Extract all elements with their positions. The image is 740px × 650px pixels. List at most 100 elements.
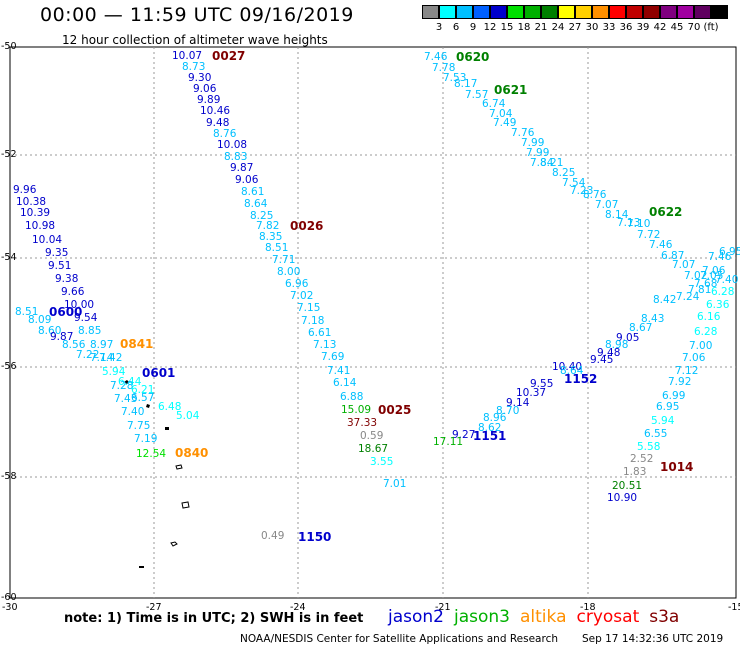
scale-label: 12 (483, 22, 497, 33)
wave-height-value: 9.38 (55, 273, 79, 285)
track-time-label: 0620 (456, 50, 490, 64)
wave-height-value: 7.57 (465, 89, 489, 101)
wave-height-value: 5.94 (102, 366, 126, 378)
scale-swatch (711, 5, 728, 19)
wave-height-value: 7.18 (301, 315, 325, 327)
wave-height-value: 8.51 (265, 242, 289, 254)
track-time-label: 0026 (290, 219, 324, 233)
wave-height-value: 20.51 (612, 480, 643, 492)
wave-height-value: 10.39 (20, 207, 51, 219)
wave-height-value: 9.96 (13, 184, 37, 196)
scale-swatch (609, 5, 626, 19)
wave-height-value: 7.71 (272, 254, 296, 266)
scale-label: 18 (517, 22, 531, 33)
wave-height-value: 7.49 (493, 117, 517, 129)
track-time-label: 0840 (175, 446, 209, 460)
scale-label: 24 (551, 22, 565, 33)
wave-height-value: 10.38 (16, 196, 47, 208)
wave-height-value: 6.95 (719, 246, 740, 258)
wave-height-value: 8.09 (28, 314, 52, 326)
wave-height-value: 9.48 (597, 347, 621, 359)
wave-height-value: 7.92 (668, 376, 692, 388)
wave-height-value: 7.13 (617, 217, 641, 229)
wave-height-value: 7.15 (297, 302, 321, 314)
lon-label: -21 (435, 602, 451, 613)
wave-height-value: 5.04 (176, 410, 200, 422)
scale-swatch (677, 5, 694, 19)
scale-label: 45 (670, 22, 684, 33)
scale-swatch (490, 5, 507, 19)
track-time-label: 0600 (49, 305, 83, 319)
legend-item-altika: altika (520, 607, 567, 627)
wave-height-value: 8.14 (605, 209, 629, 221)
wave-height-value: 9.27 (452, 429, 476, 441)
wave-height-value: 9.89 (197, 94, 221, 106)
wave-height-value: 8.97 (90, 339, 114, 351)
scale-label: 33 (602, 22, 616, 33)
lon-label: -30 (2, 602, 18, 613)
lon-label: -24 (290, 602, 306, 613)
wave-height-value: 12.54 (136, 448, 167, 460)
track-time-label: 0621 (494, 83, 528, 97)
wave-height-value: 3.55 (370, 456, 394, 468)
wave-height-value: 7.28 (110, 380, 134, 392)
wave-height-value: 7.46 (649, 239, 673, 251)
wave-height-value: 10.90 (607, 492, 638, 504)
lon-label: -18 (580, 602, 596, 613)
scale-label: 39 (636, 22, 650, 33)
wave-height-value: 7.69 (321, 351, 345, 363)
wave-height-value: 7.00 (689, 340, 713, 352)
wave-height-value: 6.14 (333, 377, 357, 389)
lat-label: -60 (1, 592, 17, 603)
scale-label: 70 (687, 22, 701, 33)
wave-height-value: 7.40 (715, 274, 739, 286)
wave-height-value: 7.40 (121, 406, 145, 418)
wave-height-value: 8.62 (478, 422, 502, 434)
scale-label: 30 (585, 22, 599, 33)
wave-height-value: 6.87 (661, 250, 685, 262)
wave-height-value: 9.51 (48, 260, 72, 272)
wave-height-value: 8.61 (241, 186, 265, 198)
wave-height-value: 10.07 (172, 50, 203, 62)
wave-height-value: 2.52 (630, 453, 654, 465)
wave-height-value: 8.70 (496, 405, 520, 417)
wave-height-value: 9.87 (50, 331, 74, 343)
wave-height-value: 9.06 (193, 83, 217, 95)
wave-height-value: 8.25 (552, 167, 576, 179)
wave-height-value: 8.67 (629, 322, 653, 334)
wave-height-value: 7.82 (256, 220, 280, 232)
scale-label: (ft) (703, 22, 719, 33)
scale-swatch (643, 5, 660, 19)
wave-height-value: 0.59 (360, 430, 384, 442)
wave-height-value: 7.99 (521, 137, 545, 149)
wave-height-value: 9.54 (74, 312, 98, 324)
wave-height-value: 9.30 (188, 72, 212, 84)
wave-height-value: 8.64 (560, 365, 584, 377)
wave-height-value: 7.53 (443, 72, 467, 84)
wave-height-value: 8.42 (653, 294, 677, 306)
wave-height-value: 10.40 (552, 361, 583, 373)
scale-swatch (456, 5, 473, 19)
legend-item-cryosat: cryosat (576, 607, 640, 627)
wave-height-value: 7.06 (702, 265, 726, 277)
wave-height-value: 5.94 (651, 415, 675, 427)
scale-swatch (541, 5, 558, 19)
scale-swatch (626, 5, 643, 19)
scale-swatch (473, 5, 490, 19)
wave-height-value: 8.83 (224, 151, 248, 163)
wave-height-value: 7.54 (562, 177, 586, 189)
track-time-label: 0025 (378, 403, 412, 417)
wave-height-value: 8.56 (62, 339, 86, 351)
wave-height-value: 15.09 (341, 404, 372, 416)
lat-label: -56 (1, 361, 17, 372)
scale-label: 9 (469, 22, 477, 33)
wave-height-value: 8.76 (213, 128, 237, 140)
wave-height-value: 8.76 (583, 189, 607, 201)
track-time-label: 1151 (473, 429, 507, 443)
wave-height-value: 6.28 (694, 326, 718, 338)
wave-height-value: 6.28 (711, 286, 735, 298)
wave-height-value: 6.55 (644, 428, 668, 440)
wave-height-value: 7.24 (676, 291, 700, 303)
wave-height-value: 7.02 (290, 290, 314, 302)
lat-label: -58 (1, 471, 17, 482)
